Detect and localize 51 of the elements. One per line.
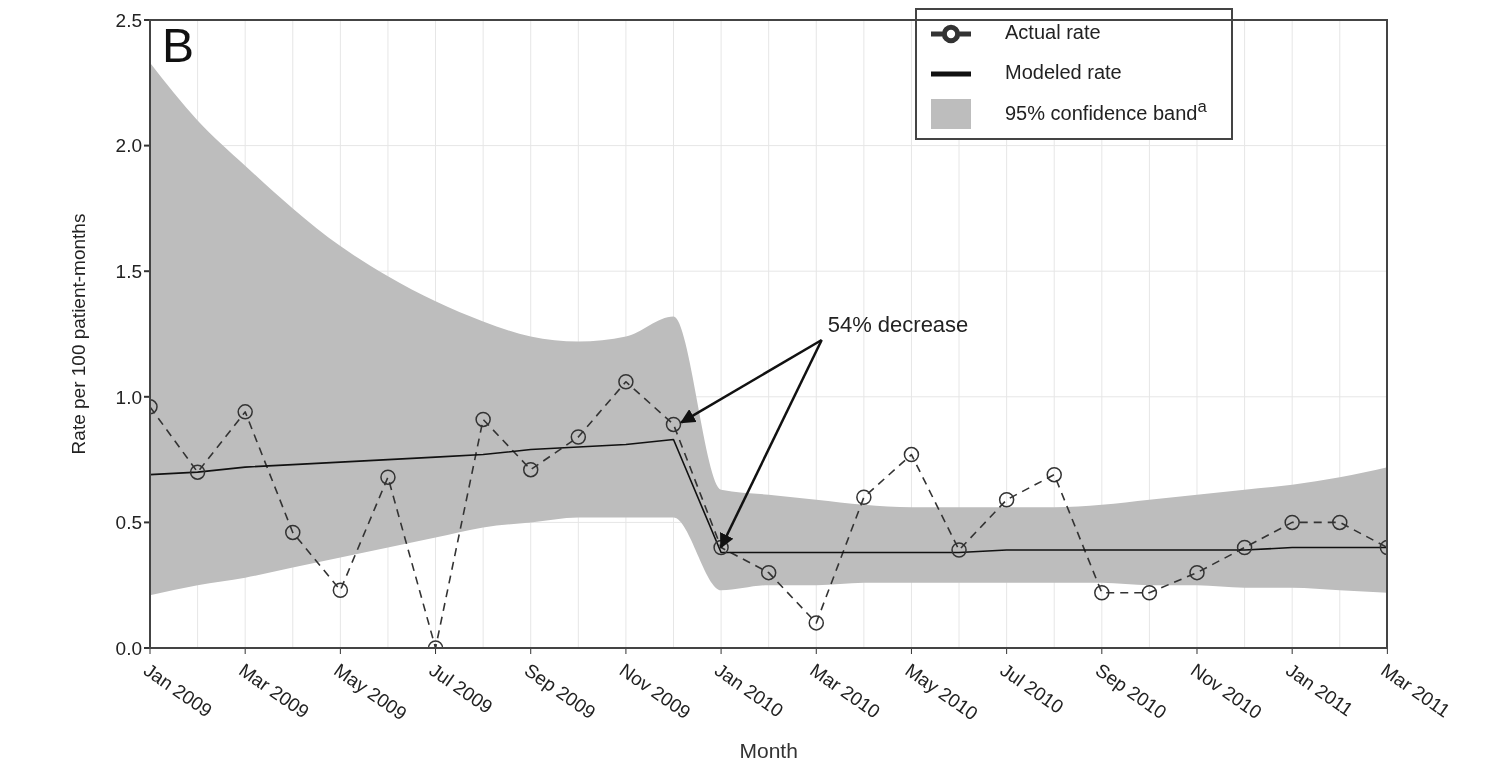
point bbox=[903, 446, 920, 463]
point bbox=[1189, 564, 1205, 581]
point bbox=[760, 564, 777, 581]
point bbox=[522, 461, 539, 478]
point bbox=[1332, 514, 1348, 531]
point bbox=[665, 416, 682, 433]
x-tick-label: May 2010 bbox=[901, 659, 982, 725]
point bbox=[998, 492, 1015, 508]
annotation: B bbox=[162, 19, 195, 72]
y-tick-label: 1.5 bbox=[115, 260, 142, 282]
x-axis-title: Month bbox=[739, 739, 798, 762]
x-tick-label: Mar 2010 bbox=[806, 659, 884, 723]
x-tick-label: Jul 2009 bbox=[425, 659, 497, 718]
y-tick-label: 0.0 bbox=[115, 637, 142, 659]
legend-label: 95% confidence band$^{a}$ bbox=[1005, 97, 1207, 124]
point bbox=[856, 489, 872, 506]
point bbox=[285, 524, 301, 541]
x-tick-label: Jan 2011 bbox=[1282, 659, 1358, 721]
x-tick-label: Sep 2010 bbox=[1091, 659, 1171, 724]
x-tick-label: Nov 2010 bbox=[1186, 659, 1266, 724]
x-tick-label: Jul 2010 bbox=[996, 659, 1068, 718]
x-tick-label: Jan 2009 bbox=[139, 659, 216, 722]
point bbox=[380, 469, 396, 485]
y-axis-title: Rate per 100 patient-months bbox=[67, 213, 89, 455]
y-tick-label: 0.5 bbox=[115, 512, 142, 534]
point bbox=[1141, 584, 1158, 601]
point bbox=[808, 615, 825, 631]
point bbox=[332, 582, 349, 598]
point bbox=[951, 542, 967, 558]
point bbox=[475, 411, 491, 428]
point bbox=[1236, 539, 1253, 556]
y-tick-label: 2.0 bbox=[115, 135, 142, 157]
point bbox=[1284, 514, 1300, 531]
annotation: 54% decrease bbox=[827, 312, 969, 337]
x-tick-label: Mar 2011 bbox=[1377, 659, 1454, 722]
x-tick-label: May 2009 bbox=[330, 659, 411, 725]
point bbox=[713, 539, 729, 556]
legend-label: Actual rate bbox=[1005, 21, 1101, 44]
point bbox=[1046, 466, 1062, 483]
legend-label: Modeled rate bbox=[1005, 61, 1122, 84]
y-tick-label: 1.0 bbox=[115, 386, 142, 408]
point bbox=[1094, 584, 1110, 601]
point bbox=[570, 429, 587, 445]
x-tick-label: Nov 2009 bbox=[615, 659, 695, 724]
y-tick-label: 2.5 bbox=[115, 9, 142, 31]
point bbox=[189, 464, 206, 480]
x-tick-label: Mar 2009 bbox=[235, 659, 313, 723]
point bbox=[237, 404, 253, 420]
x-tick-label: Sep 2009 bbox=[520, 659, 600, 724]
point bbox=[618, 373, 634, 390]
x-tick-label: Jan 2010 bbox=[711, 659, 788, 722]
